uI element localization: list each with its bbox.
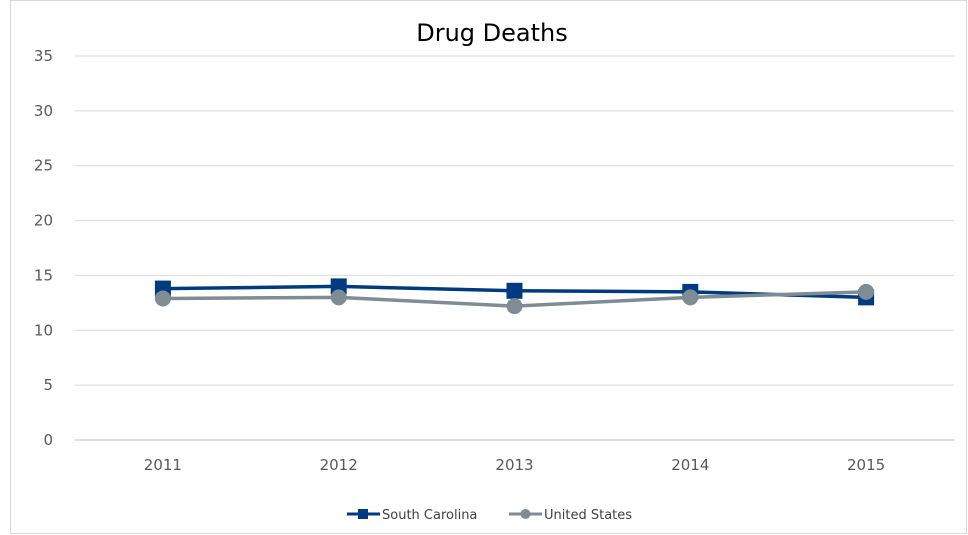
data-point xyxy=(330,289,347,306)
chart-title: Drug Deaths xyxy=(416,19,568,47)
data-point xyxy=(154,290,171,307)
x-tick-label: 2013 xyxy=(495,456,533,474)
data-point xyxy=(330,278,347,295)
y-tick-label: 0 xyxy=(43,431,53,449)
legend-item: United States xyxy=(509,508,632,523)
y-tick-label: 20 xyxy=(34,212,53,230)
y-tick-label: 5 xyxy=(43,376,53,394)
legend-item: South Carolina xyxy=(347,508,477,523)
gridlines xyxy=(75,55,954,441)
y-tick-label: 10 xyxy=(34,321,53,339)
legend-label: South Carolina xyxy=(382,508,477,523)
x-tick-label: 2012 xyxy=(320,456,358,474)
legend-marker xyxy=(358,509,368,519)
x-tick-label: 2014 xyxy=(671,456,709,474)
data-point xyxy=(506,282,523,299)
chart-area xyxy=(10,0,967,534)
x-tick-label: 2015 xyxy=(847,456,885,474)
x-tick-label: 2011 xyxy=(144,456,182,474)
data-point xyxy=(858,283,875,300)
y-tick-label: 25 xyxy=(34,157,53,175)
legend: South Carolina United States xyxy=(347,508,632,523)
y-tick-label: 30 xyxy=(34,102,53,120)
series-united-states xyxy=(154,283,875,315)
data-point xyxy=(682,289,699,306)
series xyxy=(154,278,875,315)
y-tick-label: 35 xyxy=(34,47,53,65)
axes: 0 5 10 15 20 25 30 35 2011 2012 2013 2014 2015 xyxy=(34,47,885,474)
legend-label: United States xyxy=(544,508,632,523)
y-tick-label: 15 xyxy=(34,266,53,284)
data-point xyxy=(506,298,523,315)
legend-marker xyxy=(520,509,531,519)
